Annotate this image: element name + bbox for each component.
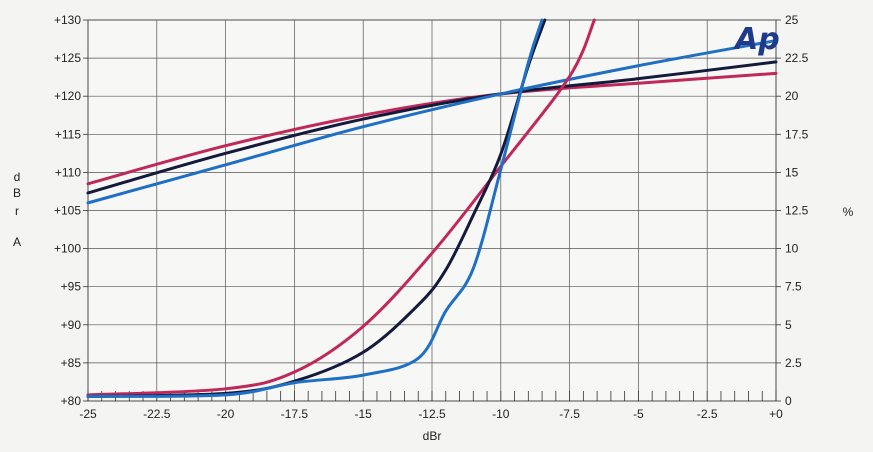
y-right-tick-label-8: 20 [785,89,799,103]
x-axis-label: dBr [423,429,442,443]
x-tick-label-8: -5 [633,407,644,421]
y-right-tick-label-10: 25 [785,13,799,27]
y-left-label-letter-1: d [14,170,21,184]
y-right-tick-label-3: 7.5 [785,280,802,294]
y-right-label: % [843,205,854,219]
y-right-tick-label-5: 12.5 [785,204,809,218]
y-left-tick-label-0: +80 [61,394,82,408]
y-left-tick-label-2: +90 [61,318,82,332]
series-line-3 [86,18,596,397]
y-left-tick-label-9: +125 [54,51,81,65]
y-right-tick-label-1: 2.5 [785,356,802,370]
x-tick-label-4: -15 [355,407,373,421]
x-tick-label-7: -7.5 [559,407,580,421]
series-group [86,18,778,398]
y-right-tick-label-6: 15 [785,165,799,179]
y-left-tick-label-10: +130 [54,13,81,27]
y-left-tick-label-1: +85 [61,356,82,370]
y-left-label-letter-3: r [15,204,19,218]
series-line-2 [86,39,778,205]
x-tick-label-0: -25 [79,407,97,421]
y-right-tick-label-9: 22.5 [785,51,809,65]
y-right-tick-label-7: 17.5 [785,127,809,141]
y-left-tick-label-8: +120 [54,89,81,103]
y-left-tick-label-6: +110 [55,165,81,179]
x-tick-label-3: -17.5 [281,407,309,421]
series-line-0 [86,71,778,186]
y-left-tick-label-3: +95 [61,280,82,294]
x-tick-label-9: -2.5 [697,407,718,421]
series-line-1 [86,60,778,195]
x-tick-labels: -25 -22.5 -20 -17.5 -15 -12.5 -10 -7.5 -5 -2.5 +0 [79,407,783,421]
x-tick-label-2: -20 [217,407,235,421]
x-tick-label-10: +0 [769,407,783,421]
ap-logo: Ap [733,22,780,57]
y-left-tick-labels: +80 +85 +90 +95 +100 +105 +110 +115 +120 +125 +130 [54,13,81,408]
y-left-tick-label-5: +105 [54,204,81,218]
y-right-tick-label-4: 10 [785,242,799,256]
y-right-tick-labels: 0 2.5 5 7.5 10 12.5 15 17.5 20 22.5 25 [785,13,809,408]
y-right-tick-label-0: 0 [785,394,792,408]
y-left-label-letter-4: A [13,235,21,249]
y-left-tick-label-7: +115 [55,127,81,141]
y-left-tick-label-4: +100 [54,242,81,256]
y-right-tick-label-2: 5 [785,318,792,332]
minor-ticks [83,19,781,402]
x-tick-label-6: -10 [492,407,510,421]
series-line-5 [86,18,544,398]
y-left-label-letter-2: B [13,186,21,200]
x-tick-label-1: -22.5 [143,407,171,421]
x-tick-label-5: -12.5 [418,407,446,421]
